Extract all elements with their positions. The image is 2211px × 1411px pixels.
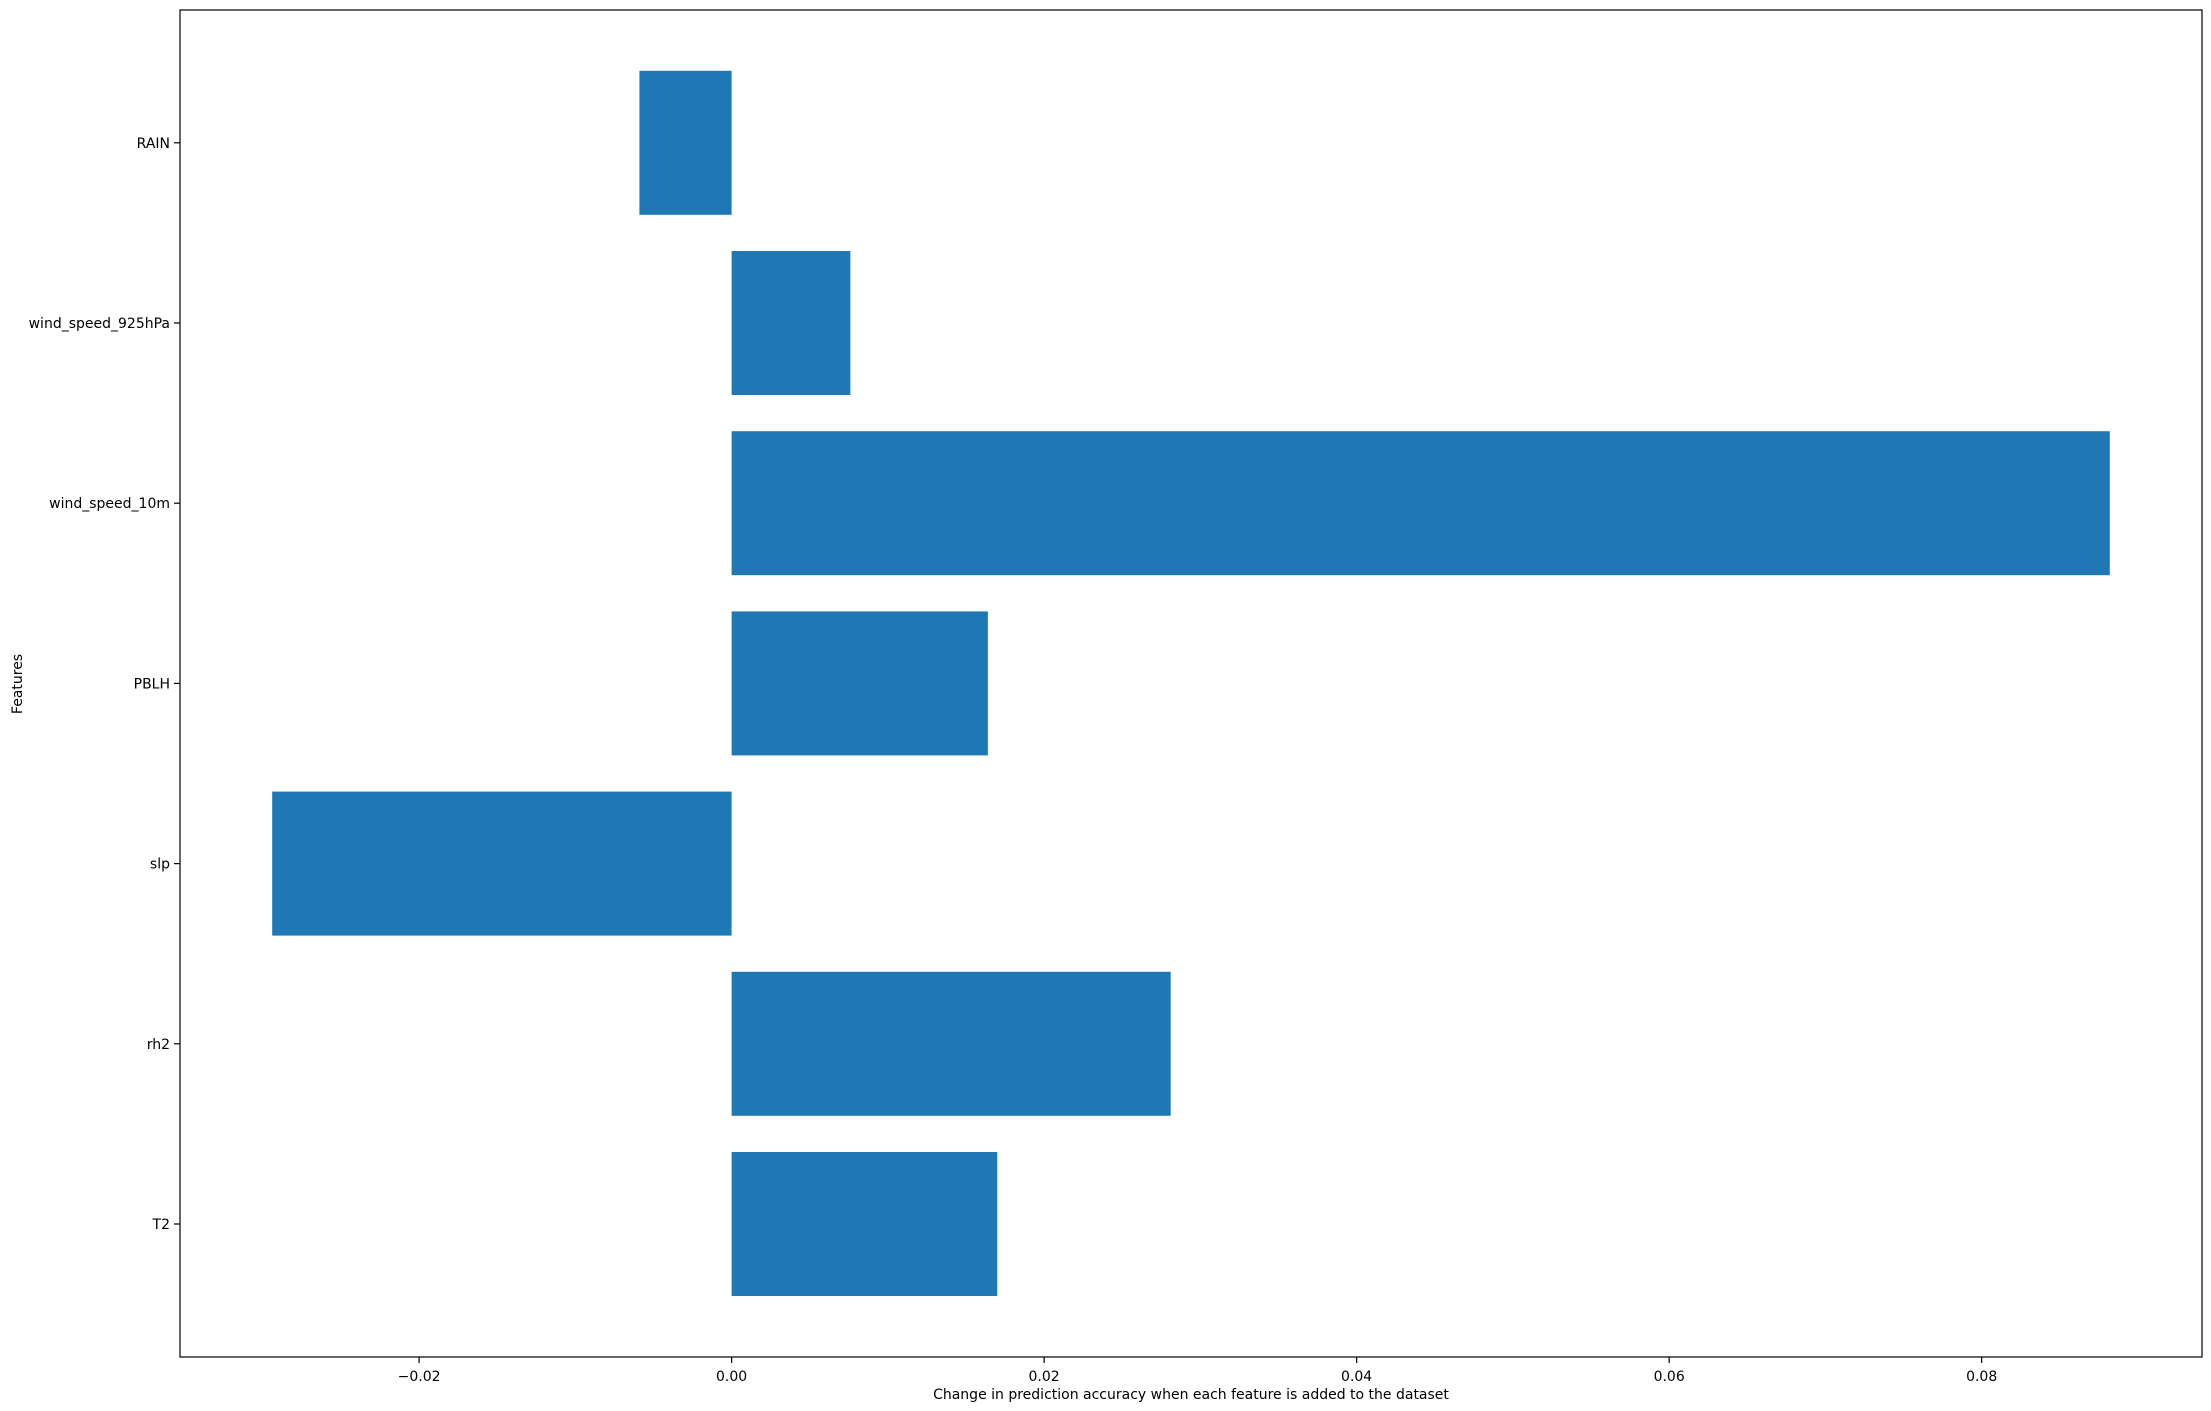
bars-group bbox=[272, 70, 2110, 1296]
y-tick-label: PBLH bbox=[134, 676, 170, 692]
y-tick-label: wind_speed_925hPa bbox=[29, 316, 170, 332]
y-tick-label: RAIN bbox=[137, 136, 170, 152]
bar-wind_speed_925hPa bbox=[731, 251, 851, 395]
x-ticks-group: −0.02 0.00 0.02 0.04 0.06 0.08 bbox=[398, 1357, 1997, 1385]
bar-RAIN bbox=[639, 70, 732, 215]
plot-frame bbox=[179, 9, 2203, 1358]
bar-rh2 bbox=[731, 971, 1171, 1116]
x-tick-label: 0.00 bbox=[716, 1369, 747, 1385]
y-tick-label: slp bbox=[150, 857, 170, 873]
x-tick-label: 0.04 bbox=[1341, 1369, 1372, 1385]
y-ticks-group: T2 rh2 slp PBLH wind_speed_10m wind_speed_925… bbox=[29, 136, 180, 1233]
x-tick-label: 0.02 bbox=[1029, 1369, 1060, 1385]
bar-PBLH bbox=[731, 611, 988, 756]
x-tick-label: −0.02 bbox=[398, 1369, 441, 1385]
bar-wind_speed_10m bbox=[731, 431, 2110, 576]
x-axis-label: Change in prediction accuracy when each … bbox=[933, 1387, 1449, 1403]
y-tick-label: rh2 bbox=[147, 1037, 170, 1053]
bar-T2 bbox=[731, 1152, 998, 1296]
bar-slp bbox=[272, 791, 732, 936]
y-tick-label: T2 bbox=[152, 1217, 170, 1233]
y-tick-label: wind_speed_10m bbox=[49, 496, 170, 512]
y-axis-label: Features bbox=[10, 654, 26, 714]
x-tick-label: 0.06 bbox=[1654, 1369, 1685, 1385]
x-tick-label: 0.08 bbox=[1966, 1369, 1997, 1385]
